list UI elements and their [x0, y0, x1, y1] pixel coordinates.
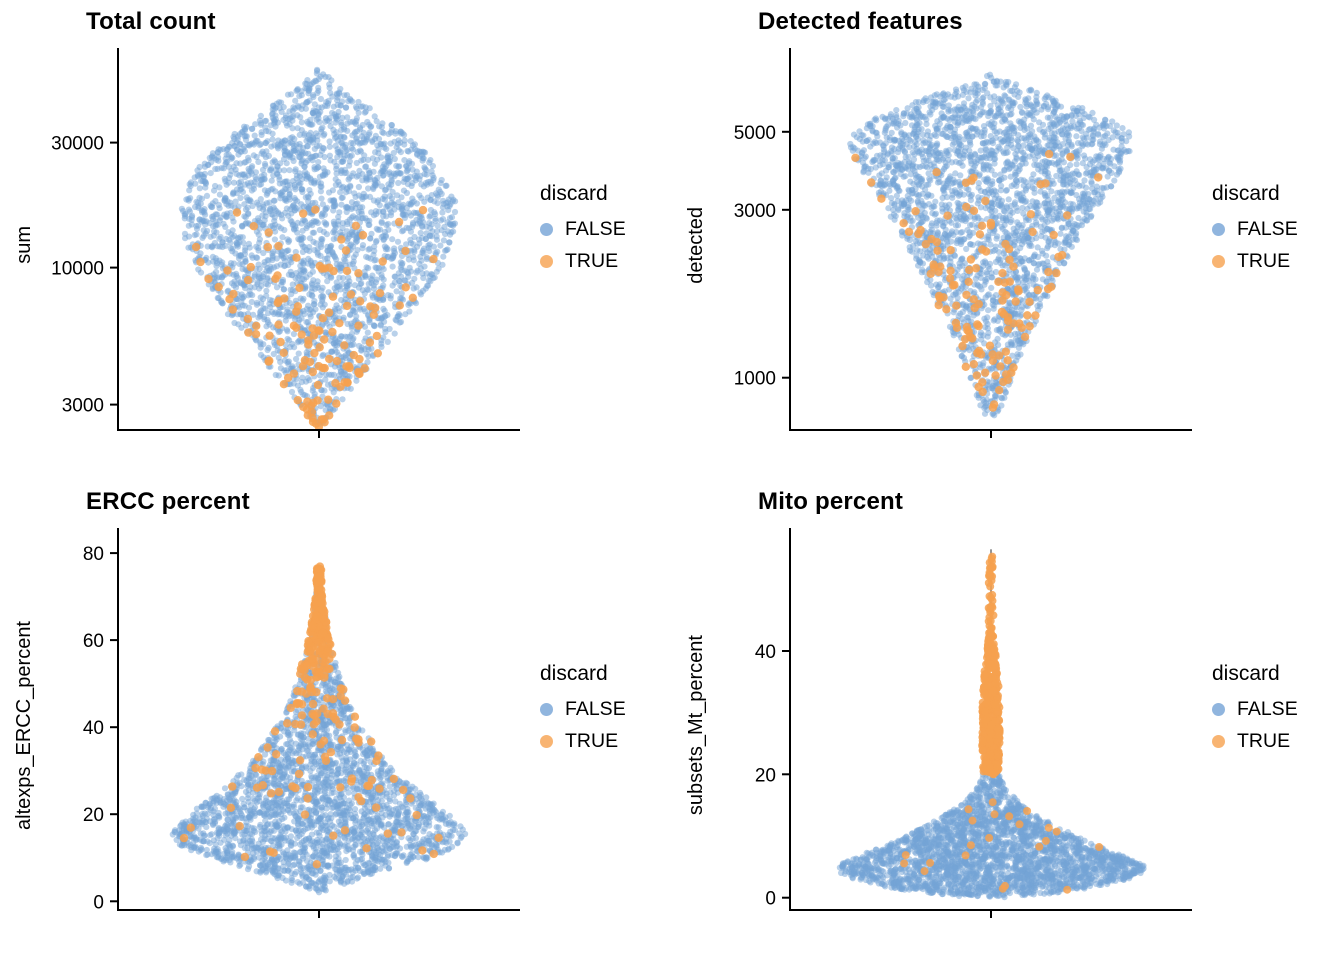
legend-title: discard [540, 662, 608, 685]
panel-mito-percent: Mito percent subsets_Mt_percent 0 20 40 di… [672, 480, 1344, 960]
legend-item-false: FALSE [1212, 218, 1298, 241]
legend-swatch-true-icon [1212, 735, 1225, 748]
legend-discard: discard FALSE TRUE [540, 662, 626, 753]
legend-label-true: TRUE [1237, 250, 1291, 272]
legend-swatch-false-icon [1212, 223, 1225, 236]
legend-discard: discard FALSE TRUE [540, 182, 626, 273]
legend-title: discard [1212, 182, 1280, 205]
panel-title-mito-percent: Mito percent [758, 488, 904, 515]
legend-item-false: FALSE [1212, 698, 1298, 721]
panel-detected-features: Detected features detected 1000 3000 5000 … [672, 0, 1344, 480]
legend-label-false: FALSE [1237, 218, 1298, 240]
panel-ercc-percent: ERCC percent altexps_ERCC_percent 0 20 40 6… [0, 480, 672, 960]
legend-swatch-true-icon [540, 255, 553, 268]
legend-item-false: FALSE [540, 218, 626, 241]
legend-label-false: FALSE [565, 218, 626, 240]
legend-swatch-false-icon [540, 703, 553, 716]
legend-item-true: TRUE [540, 730, 626, 753]
legend-title: discard [540, 182, 608, 205]
svg-text:3000: 3000 [62, 396, 104, 417]
legend-label-true: TRUE [1237, 730, 1291, 752]
legend-item-true: TRUE [1212, 250, 1298, 273]
legend-item-false: FALSE [540, 698, 626, 721]
legend-item-true: TRUE [540, 250, 626, 273]
panel-title-total-count: Total count [86, 8, 216, 35]
panel-total-count: Total count sum 3000 10000 30000 discard F… [0, 0, 672, 480]
legend-item-true: TRUE [1212, 730, 1298, 753]
legend-swatch-true-icon [540, 735, 553, 748]
svg-text:30000: 30000 [51, 134, 104, 155]
legend-label-false: FALSE [1237, 698, 1298, 720]
legend-discard: discard FALSE TRUE [1212, 182, 1298, 273]
legend-label-false: FALSE [565, 698, 626, 720]
legend-label-true: TRUE [565, 730, 619, 752]
panel-title-detected-features: Detected features [758, 8, 963, 35]
legend-label-true: TRUE [565, 250, 619, 272]
panel-title-ercc-percent: ERCC percent [86, 488, 250, 515]
legend-title: discard [1212, 662, 1280, 685]
legend-swatch-false-icon [540, 223, 553, 236]
legend-discard: discard FALSE TRUE [1212, 662, 1298, 753]
violin-plot-total-count: 3000 10000 30000 [51, 48, 520, 438]
legend-swatch-true-icon [1212, 255, 1225, 268]
legend-swatch-false-icon [1212, 703, 1225, 716]
svg-text:10000: 10000 [51, 259, 104, 280]
